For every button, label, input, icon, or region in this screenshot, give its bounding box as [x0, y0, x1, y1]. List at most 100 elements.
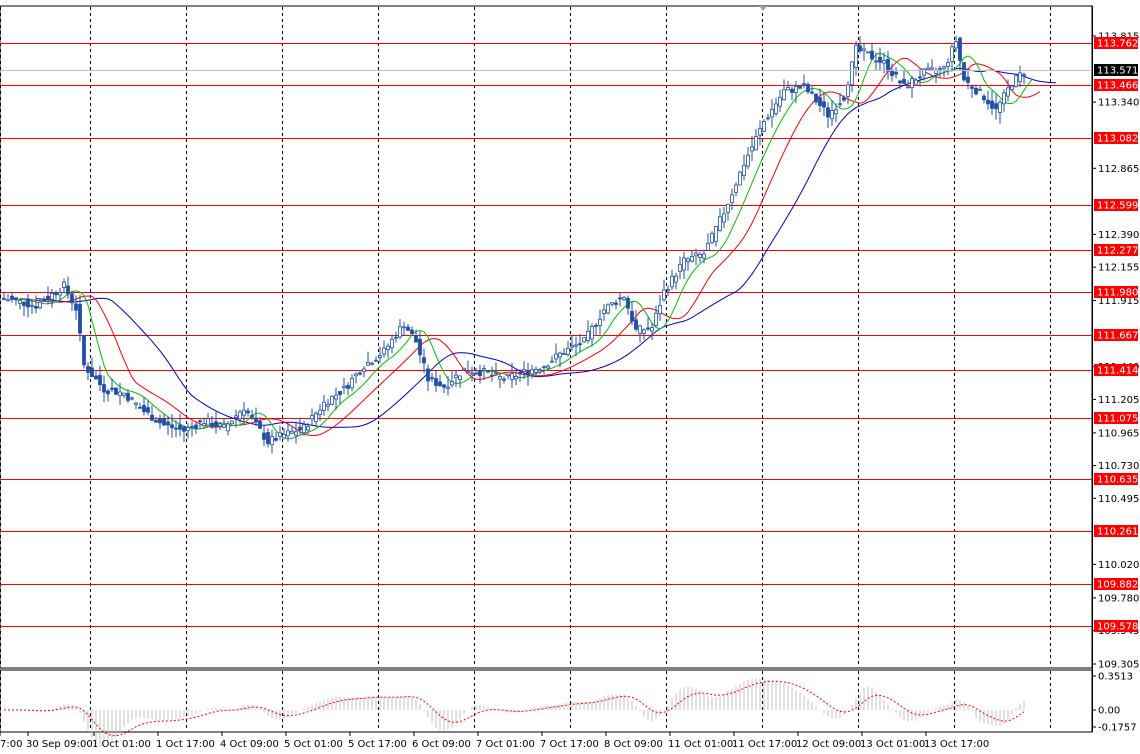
candle [106, 389, 110, 402]
candle-body [294, 431, 298, 436]
candle [270, 429, 274, 454]
candle-body [706, 243, 710, 251]
candle [914, 77, 918, 85]
candle [218, 421, 222, 430]
candle-body [486, 370, 490, 373]
candle [606, 303, 610, 315]
candle-body [626, 297, 630, 309]
candle [690, 250, 694, 263]
candle [978, 86, 982, 91]
candle-body [274, 438, 278, 441]
candle-body [178, 424, 182, 430]
candle-body [622, 297, 626, 301]
candle [858, 36, 862, 54]
candle [962, 62, 966, 82]
candle [442, 383, 446, 393]
candle [586, 320, 590, 344]
price-tick-label: 110.495 [1098, 494, 1139, 505]
candle-body [162, 418, 166, 426]
candle-body [98, 375, 102, 386]
candle-body [610, 302, 614, 305]
time-tick-label: 8 Oct 09:00 [604, 739, 663, 750]
candle-body [578, 343, 582, 346]
price-tick-label: 110.020 [1098, 560, 1139, 571]
candle-body [978, 88, 982, 91]
candle-body [470, 372, 474, 375]
candle-body [722, 213, 726, 223]
candle [786, 80, 790, 91]
osc-tick-label: 0.00 [1098, 705, 1120, 716]
candle-body [38, 301, 42, 309]
candle-body [834, 109, 838, 115]
candle [22, 301, 26, 316]
level-price-box [1094, 329, 1138, 341]
candle [290, 426, 294, 435]
candle [842, 95, 846, 102]
candle-body [398, 326, 402, 338]
candle-body [82, 335, 86, 366]
level-price-box [1094, 473, 1138, 485]
candle-body [514, 375, 518, 380]
candle [642, 328, 646, 340]
candle [230, 420, 234, 425]
candle [530, 364, 534, 379]
candle [702, 249, 706, 264]
candle-body [218, 423, 222, 427]
candle-body [6, 299, 10, 302]
candle-body [478, 370, 482, 377]
candle [782, 79, 786, 101]
candle [502, 376, 506, 384]
candle [238, 409, 242, 424]
candle [250, 409, 254, 420]
candle [898, 80, 902, 90]
candle [42, 296, 46, 302]
candle-body [718, 216, 722, 231]
candle-body [526, 371, 530, 376]
candle [838, 92, 842, 108]
price-tick-label: 113.340 [1098, 98, 1139, 109]
candle-body [450, 381, 454, 386]
time-tick-label: 13 Oct 17:00 [924, 739, 989, 750]
level-price-label: 111.980 [1097, 288, 1138, 299]
candle-body [66, 285, 70, 295]
candle-body [258, 421, 262, 429]
time-tick-label: 30 Sep 09:00 [26, 739, 93, 750]
candle [726, 203, 730, 221]
level-price-label: 110.635 [1097, 475, 1138, 486]
candle-body [954, 41, 958, 49]
candle [758, 120, 762, 146]
candle [430, 373, 434, 383]
candle [574, 336, 578, 357]
candle [122, 392, 126, 399]
candle [362, 366, 366, 378]
candle [830, 100, 834, 127]
candle-body [894, 71, 898, 75]
candle-body [46, 295, 50, 300]
candle-body [798, 84, 802, 89]
candle-body [138, 406, 142, 409]
candle [958, 36, 962, 71]
candle-body [1006, 87, 1010, 97]
candle-body [242, 409, 246, 416]
candle [526, 362, 530, 386]
shift-marker-icon[interactable] [759, 6, 767, 11]
price-tick-label: 112.390 [1098, 230, 1139, 241]
candle-body [670, 275, 674, 288]
candle-body [910, 78, 914, 89]
candle-body [562, 353, 566, 355]
oscillator: 0.3513 0.00 -0.1757 [4, 672, 1137, 747]
candle-body [658, 305, 662, 315]
candle-body [710, 232, 714, 244]
candle [186, 423, 190, 439]
candle-body [222, 424, 226, 428]
candle-body [770, 108, 774, 118]
candle-body [678, 264, 682, 272]
candle [370, 361, 374, 366]
candle [150, 405, 154, 422]
candle [350, 374, 354, 392]
candle-body [886, 58, 890, 72]
candle [954, 35, 958, 53]
candle-body [754, 136, 758, 151]
candle-body [574, 344, 578, 347]
candle [70, 291, 74, 312]
